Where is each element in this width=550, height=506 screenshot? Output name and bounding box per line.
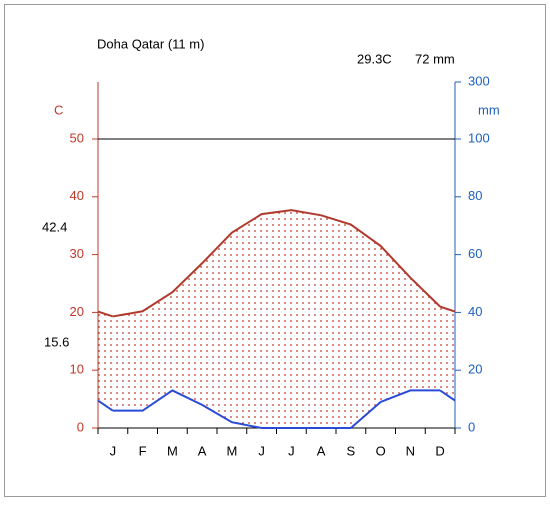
- x-tick-label: D: [435, 443, 444, 458]
- y2-tick-label: 0: [468, 419, 475, 434]
- annotation: 29.3C: [357, 51, 392, 66]
- series-line: [112, 209, 441, 318]
- y-tick-label: 30: [70, 246, 84, 261]
- y2-tick-label: 300: [468, 73, 490, 88]
- y-tick-label: 50: [70, 130, 84, 145]
- x-tick-label: M: [226, 443, 237, 458]
- annotation: 42.4: [42, 219, 67, 234]
- x-tick-label: F: [139, 443, 147, 458]
- annotation: 72 mm: [415, 51, 455, 66]
- wrap-segment: [439, 389, 456, 402]
- x-tick-label: M: [167, 443, 178, 458]
- y2-tick-label: 80: [468, 188, 482, 203]
- x-tick-label: N: [406, 443, 415, 458]
- y-tick-label: 10: [70, 362, 84, 377]
- wrap-segment: [97, 399, 114, 412]
- annotation: 15.6: [44, 334, 69, 349]
- x-tick-label: S: [347, 443, 356, 458]
- y2-tick-label: 40: [468, 304, 482, 319]
- y-tick-label: 40: [70, 188, 84, 203]
- x-tick-label: J: [258, 443, 265, 458]
- x-tick-label: A: [198, 443, 207, 458]
- x-tick-label: O: [376, 443, 386, 458]
- y2-tick-label: 100: [468, 130, 490, 145]
- x-tick-label: J: [288, 443, 295, 458]
- y-tick-label: 0: [77, 419, 84, 434]
- y2-tick-label: 60: [468, 246, 482, 261]
- y-axis-label: C: [54, 102, 63, 117]
- y2-tick-label: 20: [468, 362, 482, 377]
- humid-area: [98, 210, 455, 428]
- y-tick-label: 20: [70, 304, 84, 319]
- series-line: [112, 389, 441, 429]
- wrap-segment: [97, 310, 114, 318]
- wrap-segment: [439, 305, 456, 313]
- x-tick-label: A: [317, 443, 326, 458]
- y2-axis-label: mm: [478, 102, 500, 117]
- x-tick-label: J: [110, 443, 117, 458]
- chart-title: Doha Qatar (11 m): [97, 36, 204, 51]
